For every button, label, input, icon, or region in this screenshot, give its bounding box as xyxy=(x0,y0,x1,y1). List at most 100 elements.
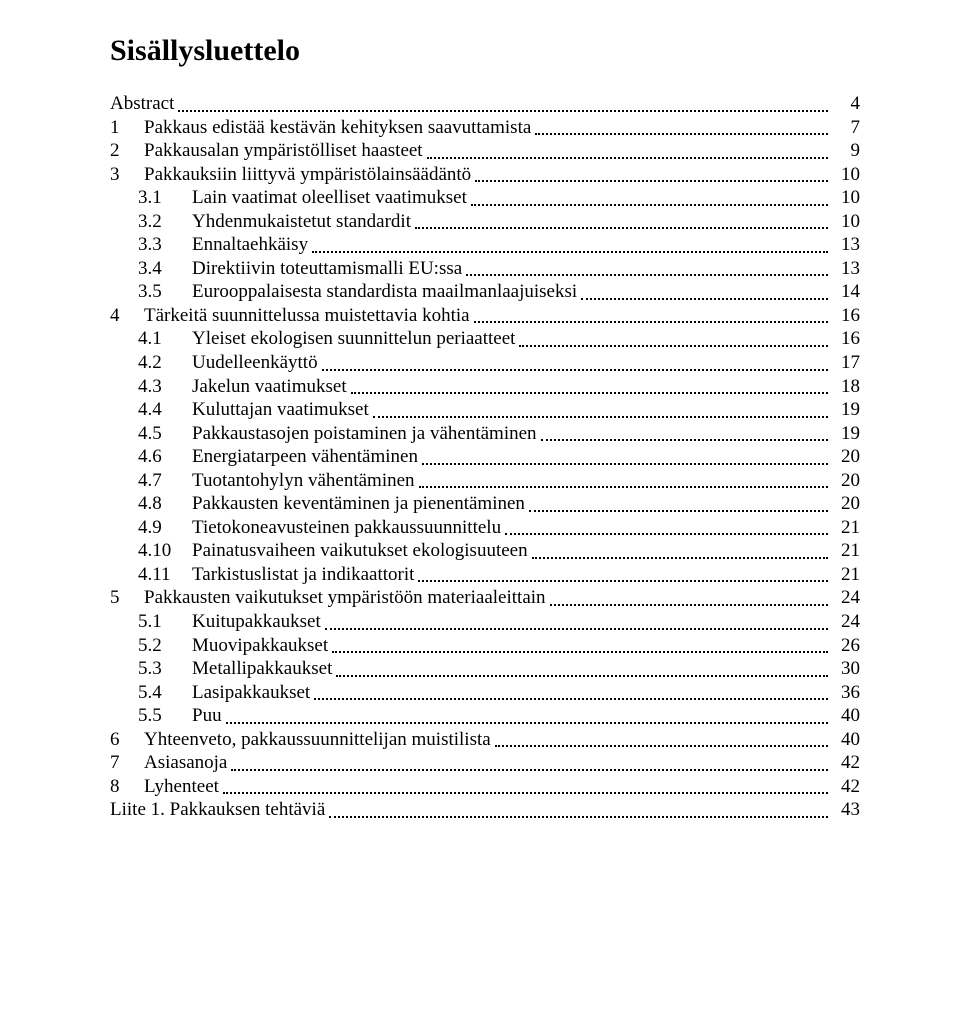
toc-entry-number: 4.10 xyxy=(138,539,192,563)
toc-entry-page: 24 xyxy=(832,610,860,634)
toc-leader-dots xyxy=(519,335,828,347)
toc-row: Abstract 4 xyxy=(110,92,860,116)
toc-row: 4.4Kuluttajan vaatimukset19 xyxy=(110,398,860,422)
toc-row: 3.5Eurooppalaisesta standardista maailma… xyxy=(110,280,860,304)
toc-leader-dots xyxy=(325,617,828,629)
toc-entry-page: 14 xyxy=(832,280,860,304)
toc-entry-number: 6 xyxy=(110,728,144,752)
toc-entry-number: 5.1 xyxy=(138,610,192,634)
toc-entry-page: 7 xyxy=(832,116,860,140)
toc-row: 3.2Yhdenmukaistetut standardit10 xyxy=(110,210,860,234)
toc-row: 4.1Yleiset ekologisen suunnittelun peria… xyxy=(110,327,860,351)
toc-leader-dots xyxy=(223,782,828,794)
toc-entry-number: 4.9 xyxy=(138,516,192,540)
toc-row: 5.2Muovipakkaukset 26 xyxy=(110,634,860,658)
toc-entry-number: 3.4 xyxy=(138,257,192,281)
toc-row: 3Pakkauksiin liittyvä ympäristölainsäädä… xyxy=(110,163,860,187)
toc-leader-dots xyxy=(336,664,828,676)
toc-leader-dots xyxy=(178,99,828,111)
toc-entry-label: Pakkausalan ympäristölliset haasteet xyxy=(144,139,423,163)
toc-row: 4.5Pakkaustasojen poistaminen ja vähentä… xyxy=(110,422,860,446)
toc-entry-label: Liite 1. Pakkauksen tehtäviä xyxy=(110,798,325,822)
toc-entry-number: 3 xyxy=(110,163,144,187)
toc-entry-label: Pakkauksiin liittyvä ympäristölainsäädän… xyxy=(144,163,471,187)
toc-entry-label: Pakkausten vaikutukset ympäristöön mater… xyxy=(144,586,546,610)
toc-leader-dots xyxy=(419,476,828,488)
toc-entry-number: 4.7 xyxy=(138,469,192,493)
toc-entry-label: Pakkaus edistää kestävän kehityksen saav… xyxy=(144,116,531,140)
toc-entry-number: 4.11 xyxy=(138,563,192,587)
toc-row: 8Lyhenteet42 xyxy=(110,775,860,799)
toc-entry-page: 20 xyxy=(832,492,860,516)
toc-entry-page: 16 xyxy=(832,304,860,328)
toc-entry-page: 4 xyxy=(832,92,860,116)
toc-leader-dots xyxy=(475,170,828,182)
toc-row: 4.9Tietokoneavusteinen pakkaussuunnittel… xyxy=(110,516,860,540)
toc-entry-label: Abstract xyxy=(110,92,174,116)
toc-entry-page: 40 xyxy=(832,704,860,728)
toc-leader-dots xyxy=(427,146,828,158)
toc-row: 1Pakkaus edistää kestävän kehityksen saa… xyxy=(110,116,860,140)
toc-entry-page: 13 xyxy=(832,257,860,281)
toc-entry-page: 42 xyxy=(832,775,860,799)
toc-row: 4.11Tarkistuslistat ja indikaattorit 21 xyxy=(110,563,860,587)
toc-entry-label: Eurooppalaisesta standardista maailmanla… xyxy=(192,280,577,304)
toc-entry-page: 20 xyxy=(832,469,860,493)
toc-entry-number: 5 xyxy=(110,586,144,610)
toc-leader-dots xyxy=(532,547,828,559)
toc-row: 3.1Lain vaatimat oleelliset vaatimukset1… xyxy=(110,186,860,210)
toc-leader-dots xyxy=(529,499,828,511)
toc-entry-page: 24 xyxy=(832,586,860,610)
toc-entry-page: 9 xyxy=(832,139,860,163)
toc-leader-dots xyxy=(505,523,828,535)
toc-entry-label: Uudelleenkäyttö xyxy=(192,351,318,375)
toc-entry-number: 4 xyxy=(110,304,144,328)
toc-entry-label: Energiatarpeen vähentäminen xyxy=(192,445,418,469)
toc-row: 3.3Ennaltaehkäisy13 xyxy=(110,233,860,257)
table-of-contents: Abstract41Pakkaus edistää kestävän kehit… xyxy=(110,92,860,822)
toc-entry-label: Puu xyxy=(192,704,222,728)
toc-row: 4Tärkeitä suunnittelussa muistettavia ko… xyxy=(110,304,860,328)
toc-leader-dots xyxy=(312,240,828,252)
toc-leader-dots xyxy=(466,264,828,276)
toc-entry-number: 2 xyxy=(110,139,144,163)
page-title: Sisällysluettelo xyxy=(110,34,860,68)
toc-entry-label: Yleiset ekologisen suunnittelun periaatt… xyxy=(192,327,515,351)
toc-entry-number: 8 xyxy=(110,775,144,799)
toc-row: 4.7Tuotantohylyn vähentäminen 20 xyxy=(110,469,860,493)
toc-entry-page: 13 xyxy=(832,233,860,257)
toc-row: 5Pakkausten vaikutukset ympäristöön mate… xyxy=(110,586,860,610)
toc-entry-number: 5.5 xyxy=(138,704,192,728)
toc-entry-page: 43 xyxy=(832,798,860,822)
toc-entry-page: 21 xyxy=(832,516,860,540)
toc-leader-dots xyxy=(322,358,828,370)
page: Sisällysluettelo Abstract41Pakkaus edist… xyxy=(0,0,960,1025)
toc-row: 4.10Painatusvaiheen vaikutukset ekologis… xyxy=(110,539,860,563)
toc-entry-page: 40 xyxy=(832,728,860,752)
toc-row: 5.1Kuitupakkaukset24 xyxy=(110,610,860,634)
toc-entry-label: Direktiivin toteuttamismalli EU:ssa xyxy=(192,257,462,281)
toc-leader-dots xyxy=(231,758,828,770)
toc-entry-label: Tarkistuslistat ja indikaattorit xyxy=(192,563,414,587)
toc-entry-label: Tuotantohylyn vähentäminen xyxy=(192,469,415,493)
toc-entry-page: 19 xyxy=(832,398,860,422)
toc-row: Liite 1. Pakkauksen tehtäviä 43 xyxy=(110,798,860,822)
toc-entry-page: 17 xyxy=(832,351,860,375)
toc-entry-page: 18 xyxy=(832,375,860,399)
toc-entry-page: 26 xyxy=(832,634,860,658)
toc-entry-number: 1 xyxy=(110,116,144,140)
toc-leader-dots xyxy=(329,806,828,818)
toc-row: 5.3Metallipakkaukset30 xyxy=(110,657,860,681)
toc-row: 4.2Uudelleenkäyttö17 xyxy=(110,351,860,375)
toc-entry-page: 19 xyxy=(832,422,860,446)
toc-entry-page: 21 xyxy=(832,563,860,587)
toc-entry-label: Pakkausten keventäminen ja pienentäminen xyxy=(192,492,525,516)
toc-entry-page: 10 xyxy=(832,210,860,234)
toc-entry-page: 36 xyxy=(832,681,860,705)
toc-entry-number: 5.2 xyxy=(138,634,192,658)
toc-leader-dots xyxy=(415,217,828,229)
toc-entry-page: 30 xyxy=(832,657,860,681)
toc-entry-label: Muovipakkaukset xyxy=(192,634,328,658)
toc-entry-page: 16 xyxy=(832,327,860,351)
toc-leader-dots xyxy=(550,594,828,606)
